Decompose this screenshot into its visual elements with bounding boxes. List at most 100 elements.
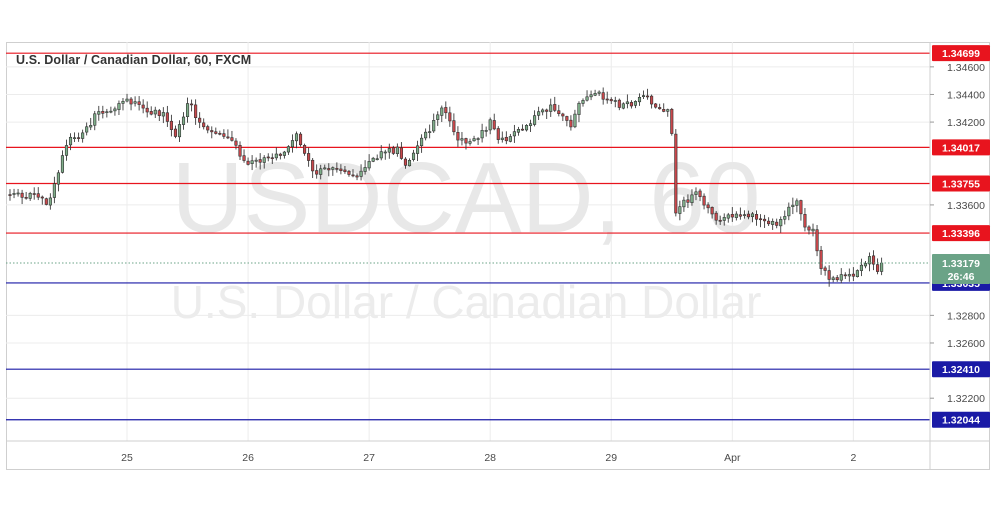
candle-up xyxy=(282,151,286,156)
candle-down xyxy=(190,103,194,106)
candle-down xyxy=(335,168,339,170)
candle-down xyxy=(609,99,613,102)
candle-down xyxy=(714,212,718,221)
candle-down xyxy=(492,120,496,130)
candle-down xyxy=(403,158,408,166)
candle-down xyxy=(238,144,242,157)
candle-down xyxy=(194,104,198,118)
candle-up xyxy=(537,111,541,116)
candle-up xyxy=(387,148,391,153)
candle-up xyxy=(424,131,428,139)
candle-down xyxy=(605,98,609,101)
candle-up xyxy=(528,123,533,126)
candle-up xyxy=(734,213,738,218)
candle-down xyxy=(101,110,105,114)
candle-down xyxy=(8,194,12,196)
candle-down xyxy=(674,133,678,214)
candle-up xyxy=(64,145,69,156)
watermark-symbol: USDCAD, 60 xyxy=(171,142,760,254)
time-tick-label: 28 xyxy=(484,452,496,464)
candle-up xyxy=(597,91,601,94)
candle-up xyxy=(742,214,746,216)
candle-up xyxy=(290,140,295,148)
candle-up xyxy=(121,100,125,104)
candle-down xyxy=(617,99,621,108)
candle-down xyxy=(246,160,250,165)
candle-up xyxy=(105,111,109,114)
candle-down xyxy=(327,168,331,171)
candle-down xyxy=(759,218,763,221)
candle-down xyxy=(44,198,48,205)
watermark: USDCAD, 60 U.S. Dollar / Canadian Dollar xyxy=(171,142,762,328)
candle-down xyxy=(686,199,690,203)
candle-up xyxy=(133,101,137,104)
candle-down xyxy=(149,111,153,115)
level-label-text: 1.32410 xyxy=(942,364,980,376)
candle-up xyxy=(117,103,121,110)
candle-down xyxy=(662,109,666,112)
candle-up xyxy=(371,157,375,162)
price-tick-label: 1.34600 xyxy=(947,62,985,74)
candle-up xyxy=(254,159,258,162)
candle-up xyxy=(331,167,335,170)
time-tick-label: 2 xyxy=(850,452,856,464)
price-tick-label: 1.34400 xyxy=(947,89,985,101)
candle-up xyxy=(363,167,367,172)
candle-down xyxy=(545,109,549,112)
candle-up xyxy=(633,101,638,106)
candle-up xyxy=(420,137,424,147)
candle-down xyxy=(775,221,779,226)
candle-up xyxy=(771,221,775,225)
candle-up xyxy=(153,109,157,115)
candle-down xyxy=(173,128,177,137)
candle-down xyxy=(557,110,561,114)
candle-up xyxy=(585,96,589,101)
candle-down xyxy=(266,156,270,159)
price-tick-label: 1.32200 xyxy=(947,393,985,405)
candle-up xyxy=(867,256,872,265)
candle-up xyxy=(89,125,93,128)
price-tick-label: 1.32800 xyxy=(947,310,985,322)
candle-up xyxy=(375,158,379,161)
candle-down xyxy=(738,214,742,217)
candle-up xyxy=(480,130,484,139)
candle-down xyxy=(807,226,811,231)
candle-up xyxy=(726,214,730,219)
level-label-box xyxy=(932,411,990,428)
candle-down xyxy=(823,267,827,271)
candle-up xyxy=(783,216,787,220)
candle-down xyxy=(20,192,24,198)
chart-title: U.S. Dollar / Canadian Dollar, 60, FXCM xyxy=(16,53,252,67)
candle-up xyxy=(181,116,186,125)
candle-up xyxy=(250,160,254,164)
candle-up xyxy=(379,151,383,159)
candle-up xyxy=(262,157,266,163)
price-tick-label: 1.32600 xyxy=(947,338,985,350)
candle-down xyxy=(36,193,40,198)
candle-up xyxy=(367,161,371,169)
time-tick-label: 25 xyxy=(121,452,133,464)
candle-up xyxy=(161,112,165,117)
current-price-text: 1.33179 xyxy=(942,258,980,270)
candle-down xyxy=(698,190,702,198)
current-price-box xyxy=(932,254,990,285)
level-label-text: 1.34017 xyxy=(942,142,980,154)
candle-up xyxy=(85,126,89,133)
candle-up xyxy=(682,199,686,208)
candle-up xyxy=(791,204,795,207)
candle-down xyxy=(601,92,605,100)
time-tick-label: 29 xyxy=(605,452,617,464)
candle-down xyxy=(32,193,36,195)
candle-up xyxy=(779,219,783,227)
candle-up xyxy=(383,151,387,154)
candle-up xyxy=(440,107,444,116)
candle-up xyxy=(500,137,504,140)
candle-down xyxy=(754,214,759,220)
grid-lines xyxy=(6,42,930,441)
candle-up xyxy=(68,136,73,146)
candle-up xyxy=(81,132,85,139)
candle-up xyxy=(432,120,436,132)
candle-up xyxy=(690,194,694,203)
candle-down xyxy=(504,136,508,142)
